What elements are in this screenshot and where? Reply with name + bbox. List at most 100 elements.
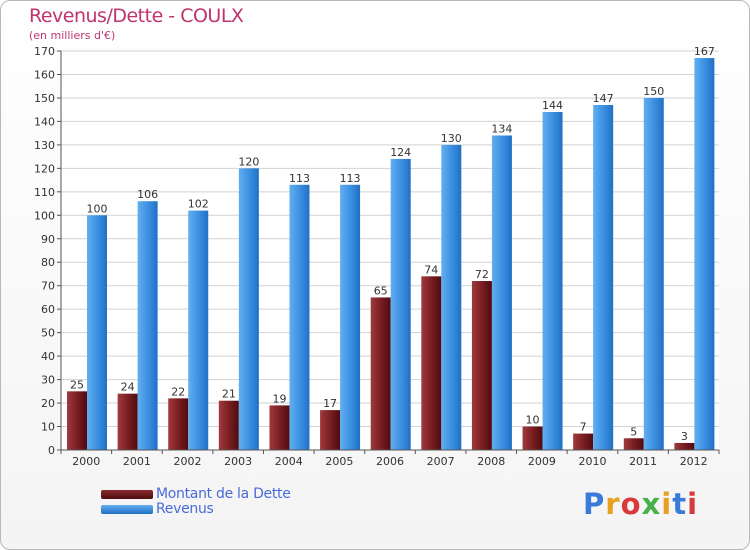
y-tick-label: 100	[34, 209, 55, 222]
x-tick-label: 2003	[224, 455, 252, 468]
data-label-revenus-2008: 134	[491, 122, 512, 135]
y-tick-label: 120	[34, 162, 55, 175]
y-tick-label: 70	[41, 280, 55, 293]
logo-letter: i	[687, 487, 699, 521]
data-label-dette-2007: 74	[424, 263, 438, 276]
y-tick-label: 110	[34, 186, 55, 199]
bar-dette-2005	[320, 410, 341, 450]
bar-dette-2008	[471, 281, 492, 450]
x-axis: 2000 2001 2002 2003 2004 2005 2006 2007 2008 2009…	[60, 449, 720, 468]
x-tick-label: 2006	[376, 455, 404, 468]
bar-revenus-2005	[340, 184, 361, 450]
bar-dette-2003	[218, 400, 239, 450]
data-label-revenus-2002: 102	[188, 198, 209, 211]
x-tick-label: 2005	[325, 455, 353, 468]
bar-dette-2007	[421, 276, 442, 450]
bar-dette-2006	[370, 297, 391, 450]
y-tick-label: 160	[34, 68, 55, 81]
data-label-dette-2008: 72	[475, 268, 489, 281]
data-label-dette-2005: 17	[323, 397, 337, 410]
x-tick-label: 2002	[174, 455, 202, 468]
y-tick-label: 50	[41, 327, 55, 340]
legend-label-revenus: Revenus	[156, 501, 214, 517]
bar-revenus-2002	[188, 210, 209, 450]
y-tick-label: 90	[41, 233, 55, 246]
bar-dette-2000	[67, 391, 87, 450]
x-tick-label: 2001	[123, 455, 151, 468]
data-labels: 25 100 24 106 22 102 21 120 19 113 17 113 65 124 74 130…	[70, 45, 715, 443]
data-label-revenus-2012: 167	[694, 45, 715, 58]
bar-revenus-2010	[593, 104, 614, 450]
bar-dette-2004	[269, 405, 290, 450]
x-tick-label: 2010	[578, 455, 606, 468]
y-axis: 0 10 20 30 40 50 60 70 80 90 100 110 120 130 140 150 160…	[34, 45, 62, 457]
data-label-dette-2002: 22	[171, 385, 185, 398]
bar-dette-2010	[573, 433, 594, 450]
y-tick-label: 30	[41, 374, 55, 387]
logo-letter: r	[605, 487, 621, 521]
data-label-dette-2001: 24	[121, 381, 135, 394]
data-label-revenus-2007: 130	[441, 132, 462, 145]
data-label-dette-2011: 5	[630, 425, 637, 438]
x-tick-label: 2007	[427, 455, 455, 468]
y-tick-label: 10	[41, 421, 55, 434]
bar-revenus-2004	[289, 184, 310, 450]
bar-revenus-2012	[694, 58, 715, 451]
proxiti-logo: Proxiti	[583, 487, 698, 521]
y-tick-label: 40	[41, 350, 55, 363]
x-tick-label: 2000	[72, 455, 100, 468]
data-label-dette-2010: 7	[580, 421, 587, 434]
x-tick-label: 2008	[477, 455, 505, 468]
data-label-revenus-2003: 120	[238, 155, 259, 168]
bar-revenus-2000	[87, 215, 107, 450]
chart-title: Revenus/Dette - COULX	[29, 5, 244, 27]
legend-label-dette: Montant de la Dette	[156, 486, 291, 502]
logo-letter: P	[583, 487, 606, 521]
bar-revenus-2011	[643, 97, 664, 451]
data-label-revenus-2005: 113	[340, 172, 361, 185]
logo-letter: i	[661, 487, 673, 521]
data-label-revenus-2006: 124	[390, 146, 411, 159]
data-label-revenus-2011: 150	[643, 85, 664, 98]
bar-dette-2002	[168, 398, 189, 450]
data-label-revenus-2001: 106	[137, 188, 158, 201]
logo-letter: t	[672, 487, 688, 521]
data-label-revenus-2010: 147	[593, 92, 614, 105]
logo-letter: o	[620, 487, 642, 521]
x-tick-label: 2011	[629, 455, 657, 468]
y-tick-label: 60	[41, 303, 55, 316]
y-tick-label: 150	[34, 92, 55, 105]
bar-revenus-2003	[238, 168, 259, 450]
chart-subtitle: (en milliers d'€)	[29, 29, 116, 42]
bar-dette-2009	[522, 426, 543, 450]
data-label-dette-2004: 19	[272, 392, 286, 405]
data-label-revenus-2004: 113	[289, 172, 310, 185]
y-tick-label: 140	[34, 115, 55, 128]
y-tick-label: 80	[41, 256, 55, 269]
bar-revenus-2007	[441, 144, 462, 450]
data-label-revenus-2000: 100	[87, 202, 108, 215]
bar-dette-2011	[623, 438, 644, 450]
data-label-dette-2006: 65	[374, 284, 388, 297]
data-label-dette-2000: 25	[70, 378, 84, 391]
bar-revenus-2009	[542, 112, 563, 450]
y-tick-label: 130	[34, 139, 55, 152]
bar-revenus-2006	[390, 158, 411, 450]
x-tick-label: 2012	[680, 455, 708, 468]
bars	[67, 58, 715, 451]
bar-dette-2001	[117, 393, 138, 450]
x-tick-label: 2009	[528, 455, 556, 468]
bar-dette-2012	[674, 442, 695, 450]
bar-revenus-2001	[137, 201, 158, 450]
bar-revenus-2008	[491, 135, 512, 450]
x-tick-label: 2004	[275, 455, 303, 468]
data-label-dette-2003: 21	[222, 388, 236, 401]
legend-swatch-dette	[101, 490, 153, 499]
data-label-revenus-2009: 144	[542, 99, 563, 112]
data-label-dette-2012: 3	[681, 430, 688, 443]
data-label-dette-2009: 10	[526, 414, 540, 427]
legend-swatch-revenus	[101, 505, 153, 514]
logo-letter: x	[641, 487, 662, 521]
